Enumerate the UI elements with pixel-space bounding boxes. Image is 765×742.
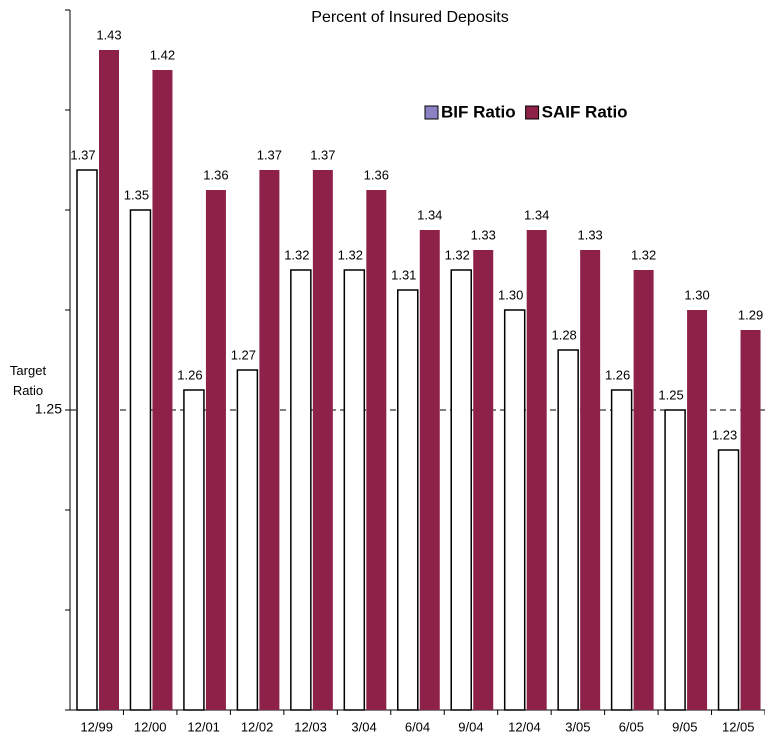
bar — [236, 369, 259, 711]
value-label: 1.25 — [658, 387, 683, 402]
bar — [740, 330, 761, 710]
value-label: 1.42 — [150, 47, 175, 62]
value-label: 1.37 — [70, 147, 95, 162]
bar — [419, 230, 440, 710]
bar — [717, 449, 740, 711]
value-label: 1.37 — [257, 147, 282, 162]
target-label: Target Ratio — [10, 363, 47, 398]
bar — [397, 289, 419, 711]
bar — [152, 70, 173, 710]
value-label: 1.32 — [338, 247, 363, 262]
bar — [610, 389, 633, 711]
x-tick-label: 6/04 — [405, 719, 430, 734]
bar — [580, 250, 601, 710]
value-label: 1.32 — [631, 247, 656, 262]
legend-label: BIF Ratio — [441, 102, 516, 121]
value-label: 1.35 — [124, 187, 149, 202]
y-tick-label: 1.25 — [35, 401, 62, 417]
x-tick-label: 9/04 — [458, 719, 483, 734]
value-label: 1.30 — [684, 287, 709, 302]
bar — [503, 309, 526, 711]
x-tick-label: 12/99 — [80, 719, 113, 734]
x-tick-label: 3/05 — [565, 719, 590, 734]
bar — [99, 50, 119, 710]
legend-swatch — [424, 105, 439, 120]
value-label: 1.36 — [203, 167, 228, 182]
value-label: 1.33 — [577, 227, 602, 242]
x-tick-label: 12/02 — [241, 719, 274, 734]
chart-title: Percent of Insured Deposits — [311, 9, 508, 26]
x-tick-label: 12/00 — [134, 719, 167, 734]
bar — [687, 310, 708, 710]
value-label: 1.26 — [605, 367, 630, 382]
x-tick-label: 9/05 — [672, 719, 697, 734]
bar — [290, 269, 312, 711]
value-label: 1.36 — [364, 167, 389, 182]
bar — [183, 389, 205, 711]
legend-label: SAIF Ratio — [542, 102, 628, 121]
bar — [664, 409, 686, 711]
value-label: 1.34 — [417, 207, 442, 222]
x-tick-label: 12/03 — [294, 719, 327, 734]
value-label: 1.43 — [96, 27, 121, 42]
bar — [259, 170, 280, 710]
bar — [473, 250, 494, 710]
legend-swatch — [525, 105, 540, 120]
value-label: 1.31 — [391, 267, 416, 282]
bar — [312, 170, 333, 710]
value-label: 1.32 — [284, 247, 309, 262]
value-label: 1.33 — [471, 227, 496, 242]
value-label: 1.29 — [738, 307, 763, 322]
bar — [76, 169, 98, 711]
bar — [557, 349, 579, 711]
value-label: 1.34 — [524, 207, 549, 222]
x-tick-label: 12/04 — [508, 719, 541, 734]
bar — [343, 269, 366, 711]
value-label: 1.30 — [498, 287, 523, 302]
bar — [129, 209, 152, 711]
value-label: 1.32 — [445, 247, 470, 262]
value-label: 1.23 — [712, 427, 737, 442]
x-tick-label: 6/05 — [619, 719, 644, 734]
bar — [366, 190, 387, 710]
bar — [205, 190, 226, 710]
bar — [633, 270, 654, 710]
value-label: 1.27 — [231, 347, 256, 362]
x-tick-label: 12/05 — [722, 719, 755, 734]
value-label: 1.37 — [310, 147, 335, 162]
x-tick-label: 12/01 — [187, 719, 220, 734]
value-label: 1.28 — [551, 327, 576, 342]
x-tick-label: 3/04 — [351, 719, 376, 734]
bar — [526, 230, 547, 710]
bar — [450, 269, 472, 711]
value-label: 1.26 — [177, 367, 202, 382]
